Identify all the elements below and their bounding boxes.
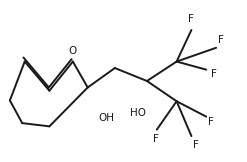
- Text: F: F: [193, 140, 199, 150]
- Text: F: F: [211, 69, 217, 79]
- Text: O: O: [69, 46, 77, 56]
- Text: OH: OH: [98, 113, 114, 123]
- Text: F: F: [188, 14, 194, 24]
- Text: F: F: [218, 35, 224, 45]
- Text: F: F: [153, 133, 159, 144]
- Text: F: F: [208, 117, 214, 127]
- Text: HO: HO: [130, 108, 146, 118]
